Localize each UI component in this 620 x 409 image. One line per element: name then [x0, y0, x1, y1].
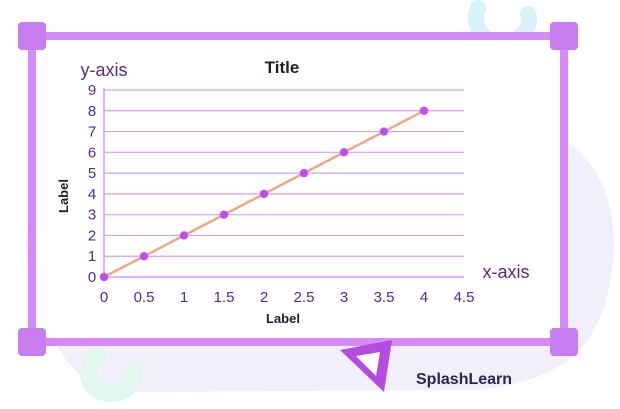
data-point — [259, 189, 269, 199]
y-tick-label: 6 — [88, 144, 96, 161]
y-tick-label: 2 — [88, 227, 96, 244]
brand-logo-text: SplashLearn — [416, 371, 513, 388]
y-tick-label: 3 — [88, 207, 96, 224]
y-tick-label: 1 — [88, 248, 96, 265]
y-tick-label: 9 — [88, 82, 96, 99]
data-point — [419, 106, 429, 115]
x-tick-label: 0.5 — [134, 289, 155, 306]
y-tick-label: 0 — [88, 269, 96, 286]
x-axis-label: Label — [266, 311, 300, 326]
x-tick-label: 2.5 — [294, 289, 315, 306]
data-point — [139, 252, 149, 261]
x-tick-label: 4 — [420, 289, 428, 306]
x-tick-label: 1 — [180, 289, 188, 306]
y-tick-label: 5 — [88, 165, 96, 182]
decorative-arc-green — [80, 346, 143, 402]
frame-corner-bl — [18, 328, 46, 356]
ruler-triangle-icon — [340, 340, 392, 392]
data-point — [179, 231, 189, 240]
x-tick-label: 3 — [340, 289, 348, 306]
y-axis-label: Label — [56, 179, 71, 213]
x-tick-label: 3.5 — [374, 289, 395, 306]
x-tick-label: 0 — [100, 289, 108, 306]
data-point — [339, 148, 349, 157]
data-point — [219, 210, 229, 219]
x-tick-label: 4.5 — [454, 289, 475, 306]
chart-title: Title — [265, 58, 300, 77]
data-point — [299, 168, 309, 178]
y-tick-label: 7 — [88, 124, 96, 141]
x-tick-label: 1.5 — [214, 289, 235, 306]
y-tick-label: 4 — [88, 186, 96, 203]
frame-corner-tl — [18, 22, 46, 50]
x-tick-label: 2 — [260, 289, 268, 306]
frame-corner-tr — [550, 22, 578, 50]
data-point — [379, 127, 389, 136]
y-tick-label: 8 — [88, 103, 96, 120]
frame-corner-br — [550, 328, 578, 356]
chart-frame — [28, 32, 568, 346]
y-axis-name: y-axis — [80, 60, 127, 80]
x-axis-name: x-axis — [482, 262, 529, 282]
data-point — [99, 272, 109, 282]
